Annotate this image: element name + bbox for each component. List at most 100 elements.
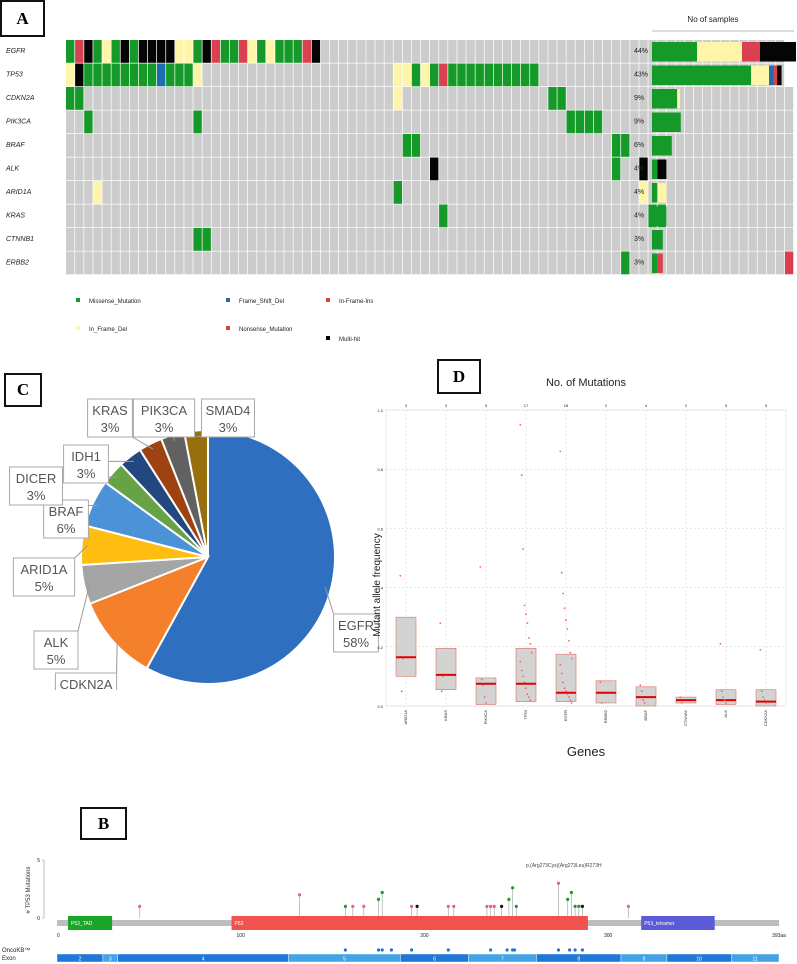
y-tick-label: 0.0 bbox=[377, 704, 383, 709]
oncoplot-cell bbox=[411, 228, 421, 251]
oncoplot-cell bbox=[84, 251, 93, 275]
oncoplot-cell bbox=[393, 251, 402, 275]
oncoplot-cell bbox=[93, 251, 102, 275]
oncoplot-cell bbox=[220, 228, 230, 251]
oncoplot-cell bbox=[375, 40, 384, 63]
oncoplot-cell bbox=[229, 63, 239, 87]
oncoplot-cell bbox=[75, 228, 84, 251]
oncoplot-cell bbox=[566, 228, 575, 251]
oncoplot-cell bbox=[630, 204, 639, 228]
oncoplot-cell bbox=[75, 134, 84, 157]
oncoplot-cell bbox=[502, 63, 512, 87]
oncoplot-cell bbox=[166, 181, 175, 204]
oncoplot-cell bbox=[593, 204, 603, 228]
sample-bar-segment bbox=[652, 206, 667, 226]
percent-label: 4% bbox=[634, 189, 644, 196]
oncoplot-cell bbox=[329, 87, 339, 110]
oncoplot-cell bbox=[75, 181, 84, 204]
oncoplot-cell bbox=[612, 134, 621, 157]
oncoplot-cell bbox=[311, 40, 321, 63]
data-point bbox=[563, 607, 566, 610]
legend-label: Missense_Mutation bbox=[89, 299, 141, 305]
pie-label-value: 5% bbox=[47, 652, 66, 667]
oncoplot-cell bbox=[348, 157, 357, 181]
oncoplot-cell bbox=[530, 228, 539, 251]
oncoplot-cell bbox=[320, 40, 330, 63]
oncoplot-cell bbox=[266, 110, 275, 134]
oncoplot-cell bbox=[329, 204, 339, 228]
panel-tag-a: A bbox=[0, 0, 45, 37]
oncoplot-cell bbox=[75, 204, 84, 228]
oncoplot-cell bbox=[84, 157, 93, 181]
pie-label-name: CDKN2A bbox=[60, 677, 113, 690]
oncoplot-cell bbox=[739, 134, 748, 157]
oncoplot-cell bbox=[339, 134, 348, 157]
y-tick-label: 1.0 bbox=[377, 408, 383, 413]
data-point bbox=[485, 702, 487, 704]
oncoplot-cell bbox=[602, 40, 612, 63]
oncoplot-cell bbox=[712, 181, 721, 204]
oncoplot-cell bbox=[220, 110, 230, 134]
oncoplot-cell bbox=[266, 87, 275, 110]
oncoplot-cell bbox=[493, 228, 503, 251]
oncoplot-cell bbox=[493, 40, 503, 63]
oncoplot-cell bbox=[193, 87, 202, 110]
percent-label: 44% bbox=[634, 48, 648, 55]
lollipop-head bbox=[573, 904, 577, 908]
oncoplot-cell bbox=[484, 110, 493, 134]
oncoplot-cell bbox=[721, 87, 730, 110]
oncoplot-cell bbox=[703, 204, 712, 228]
oncoplot-cell bbox=[311, 181, 321, 204]
oncoplot-cell bbox=[530, 204, 539, 228]
oncoplot-cell bbox=[721, 204, 730, 228]
oncoplot-cell bbox=[120, 63, 129, 87]
oncoplot-cell bbox=[384, 228, 393, 251]
oncoplot-cell bbox=[202, 110, 211, 134]
oncoplot-cell bbox=[466, 63, 475, 87]
pie-label-name: KRAS bbox=[92, 403, 128, 418]
oncoplot-cell bbox=[566, 251, 575, 275]
oncoplot-cell bbox=[584, 63, 594, 87]
oncoplot-cell bbox=[566, 204, 575, 228]
sample-bar-segment bbox=[652, 230, 663, 250]
oncoplot-cell bbox=[193, 110, 202, 134]
oncoplot-cell bbox=[539, 228, 548, 251]
oncoplot-cell bbox=[339, 204, 348, 228]
pie-leader-line bbox=[116, 636, 118, 674]
oncoplot-cell bbox=[175, 181, 184, 204]
data-point bbox=[399, 574, 402, 577]
oncoplot-cell bbox=[466, 87, 475, 110]
oncoplot-cell bbox=[248, 87, 257, 110]
oncoplot-cell bbox=[439, 40, 448, 63]
oncoplot-cell bbox=[257, 228, 266, 251]
oncoplot-cell bbox=[348, 181, 357, 204]
oncoplot-cell bbox=[211, 40, 220, 63]
oncoplot-cell bbox=[302, 134, 311, 157]
exon-label-text: 9 bbox=[643, 957, 646, 963]
exon-label-text: 11 bbox=[752, 957, 757, 963]
oncoplot-cell bbox=[339, 251, 348, 275]
oncoplot-cell bbox=[521, 228, 530, 251]
oncoplot-cell bbox=[284, 157, 293, 181]
oncoplot-cell bbox=[311, 110, 321, 134]
box bbox=[475, 677, 497, 705]
oncoplot-cell bbox=[430, 204, 439, 228]
oncoplot-cell bbox=[166, 228, 175, 251]
oncoplot-cell bbox=[384, 251, 393, 275]
sample-bar-segment bbox=[652, 42, 697, 62]
oncoplot-cell bbox=[621, 40, 630, 63]
legend-label: Multi-hit bbox=[339, 337, 360, 343]
data-point bbox=[526, 693, 529, 696]
oncoplot-cell bbox=[612, 87, 621, 110]
oncoplot-cell bbox=[684, 110, 694, 134]
oncoplot-cell bbox=[84, 181, 93, 204]
oncoplot-cell bbox=[448, 251, 457, 275]
oncoplot-cell bbox=[157, 63, 166, 87]
oncoplot-cell bbox=[320, 204, 330, 228]
oncoplot-cell bbox=[166, 204, 175, 228]
oncoplot-cell bbox=[138, 251, 148, 275]
oncoplot-cell bbox=[402, 134, 412, 157]
oncoplot-cell bbox=[248, 63, 257, 87]
oncoplot-cell bbox=[675, 251, 685, 275]
oncoplot-cell bbox=[575, 134, 584, 157]
